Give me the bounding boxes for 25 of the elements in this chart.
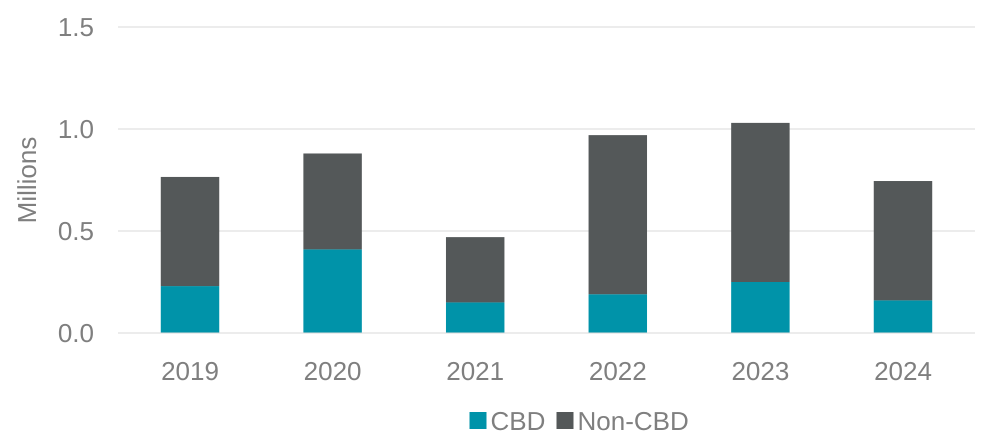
bar <box>303 153 362 250</box>
bar <box>731 282 790 333</box>
x-tick-label: 2024 <box>874 356 932 386</box>
bar <box>588 294 648 333</box>
bar <box>160 176 220 286</box>
bar <box>303 249 362 333</box>
x-tick-label: 2022 <box>588 356 647 386</box>
y-tick-label: 1.5 <box>58 12 94 42</box>
bar <box>874 181 932 300</box>
legend-label: Non-CBD <box>578 406 689 436</box>
x-tick-label: 2021 <box>446 356 504 386</box>
y-tick-label: 1.0 <box>58 114 94 144</box>
bar <box>160 286 220 333</box>
bar <box>446 302 504 333</box>
x-tick-label: 2019 <box>161 356 219 386</box>
x-tick-label: 2023 <box>731 356 790 386</box>
bar <box>446 237 504 302</box>
bar <box>874 300 932 333</box>
y-tick-label: 0.0 <box>58 318 94 348</box>
bar <box>731 122 790 282</box>
bar <box>588 135 648 294</box>
y-axis-title: Millions <box>12 136 42 224</box>
legend-label: CBD <box>490 406 546 436</box>
y-tick-label: 0.5 <box>58 216 94 246</box>
x-tick-label: 2020 <box>304 356 362 386</box>
